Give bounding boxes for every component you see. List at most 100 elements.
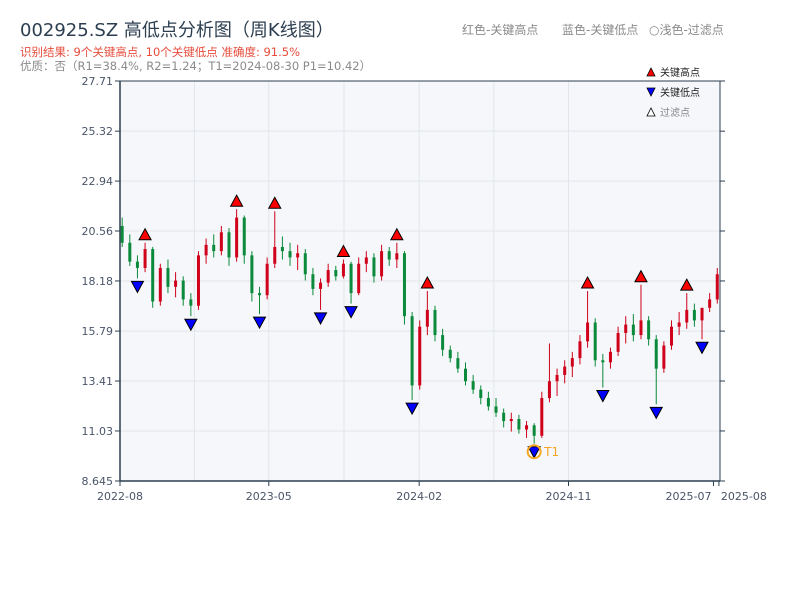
- y-tick-label: 27.71: [82, 75, 114, 88]
- candle: [319, 278, 323, 310]
- candle: [563, 360, 567, 384]
- candle-body: [128, 242, 132, 262]
- candle: [509, 412, 513, 432]
- candle-body: [608, 351, 612, 363]
- candle: [273, 211, 277, 268]
- x-tick-label: 2024-11: [546, 490, 592, 503]
- y-tick-label: 20.56: [82, 225, 114, 238]
- candle-body: [502, 412, 506, 422]
- candle-body: [677, 322, 681, 327]
- x-tick-label: 2024-02: [396, 490, 442, 503]
- candle: [669, 320, 673, 350]
- legend-marker: [646, 67, 656, 77]
- candle: [685, 293, 689, 329]
- candle-body: [227, 232, 231, 258]
- legend-label: 过滤点: [660, 106, 690, 119]
- candle-body: [471, 381, 475, 390]
- candle: [387, 246, 391, 266]
- candle-body: [280, 246, 284, 252]
- candle-body: [303, 253, 307, 275]
- legend-marker: [646, 87, 656, 97]
- candle: [151, 246, 155, 308]
- legend-marker: [646, 107, 656, 117]
- key-high-marker: [634, 269, 648, 283]
- candle-body: [364, 257, 368, 264]
- key-low-marker: [130, 280, 145, 294]
- candle: [448, 345, 452, 363]
- candle-body: [593, 322, 597, 361]
- candle: [402, 251, 406, 325]
- candle-body: [532, 425, 536, 436]
- candle-body: [311, 274, 315, 289]
- candle-body: [189, 299, 193, 306]
- key-low-marker: [595, 390, 610, 403]
- key-low-marker: [695, 341, 709, 355]
- candle: [189, 293, 193, 317]
- candle: [570, 351, 574, 378]
- hint-blue-lows: 蓝色-关键低点: [562, 23, 639, 37]
- candle: [425, 291, 429, 336]
- candle-body: [517, 419, 521, 430]
- candle-body: [357, 263, 361, 294]
- quality-summary: 优质：否（R1=38.4%, R2=1.24；T1=2024-08-30 P1=…: [20, 59, 372, 73]
- candle: [174, 272, 178, 298]
- key-low-marker: [344, 306, 358, 319]
- candle-body: [563, 366, 567, 375]
- candle: [158, 263, 162, 306]
- candle-body: [250, 255, 254, 294]
- candle: [258, 286, 262, 315]
- candle-body: [265, 263, 269, 296]
- candle: [441, 328, 445, 357]
- candle-body: [639, 320, 643, 336]
- key-low-marker: [313, 312, 328, 325]
- candle: [349, 261, 353, 304]
- candle-body: [410, 316, 414, 386]
- y-tick-label: 25.32: [82, 125, 114, 138]
- candle-body: [395, 253, 399, 260]
- candle-body: [258, 293, 262, 296]
- candle-body: [692, 309, 696, 321]
- candle: [631, 314, 635, 342]
- candle: [288, 242, 292, 266]
- candle: [547, 343, 551, 403]
- candle: [586, 291, 590, 348]
- candle: [639, 284, 643, 340]
- candle-body: [326, 270, 330, 283]
- key-high-marker: [267, 196, 282, 209]
- key-high-marker: [580, 275, 595, 289]
- candle-body: [387, 251, 391, 260]
- y-tick-label: 8.645: [82, 475, 114, 488]
- candle: [250, 251, 254, 302]
- candle: [326, 263, 330, 287]
- candle: [280, 236, 284, 260]
- candle-body: [212, 244, 216, 252]
- candle: [654, 335, 658, 405]
- candle: [418, 320, 422, 390]
- key-high-marker: [336, 244, 351, 258]
- candle-body: [181, 280, 185, 300]
- candle: [212, 234, 216, 258]
- x-tick-label: 2025-08: [721, 490, 767, 503]
- result-summary: 识别结果: 9个关键高点, 10个关键低点 准确度: 91.5%: [20, 45, 301, 59]
- t1-label: T1: [543, 445, 559, 459]
- candle: [677, 311, 681, 336]
- candle-body: [586, 322, 590, 342]
- candle: [715, 267, 719, 304]
- x-tick-label: 2022-08: [97, 490, 143, 503]
- candle-body: [494, 406, 498, 413]
- candle-body: [479, 389, 483, 399]
- candle: [364, 251, 368, 273]
- candle-body: [135, 261, 139, 268]
- chart-title: 002925.SZ 高低点分析图（周K线图）: [20, 20, 334, 41]
- candle-body: [174, 280, 178, 287]
- candle-body: [380, 251, 384, 277]
- candle-body: [235, 217, 239, 258]
- candle: [357, 257, 361, 296]
- candle: [341, 259, 345, 279]
- candle-body: [654, 339, 658, 369]
- candle-body: [616, 332, 620, 352]
- key-low-marker: [527, 446, 542, 459]
- candle: [372, 253, 376, 283]
- candle: [380, 244, 384, 281]
